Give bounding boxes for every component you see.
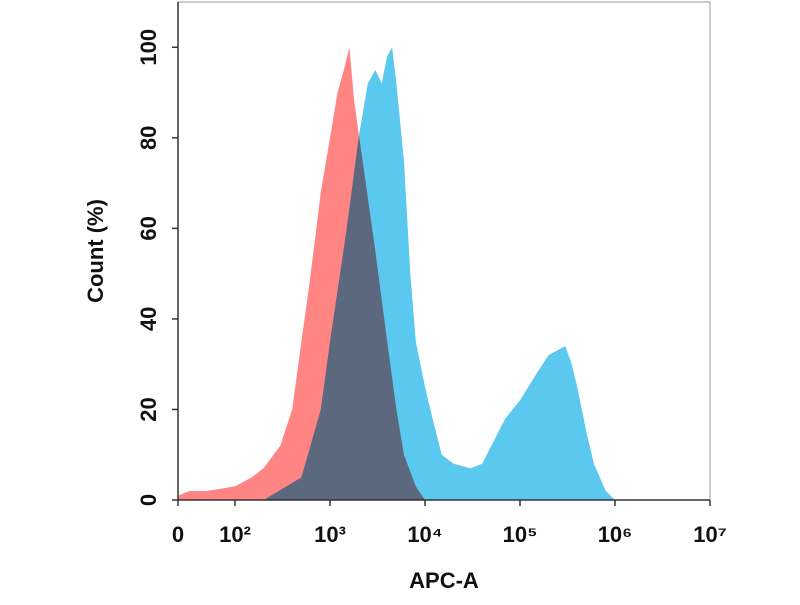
histogram-area: [178, 47, 425, 500]
x-tick-label: 10²: [219, 522, 251, 547]
y-tick-label: 60: [136, 216, 161, 240]
y-tick-label: 0: [136, 494, 161, 506]
y-axis-label: Count (%): [83, 199, 108, 303]
x-tick-label: 10⁵: [503, 522, 538, 547]
y-tick-label: 100: [136, 29, 161, 66]
x-tick-label: 10⁴: [407, 522, 442, 547]
y-tick-label: 20: [136, 397, 161, 421]
x-tick-label: 0: [172, 522, 184, 547]
x-tick-label: 10⁶: [598, 522, 633, 547]
y-tick-label: 40: [136, 307, 161, 331]
x-tick-label: 10⁷: [693, 522, 727, 547]
y-tick-label: 80: [136, 126, 161, 150]
x-tick-label: 10³: [314, 522, 346, 547]
x-axis-label: APC-A: [409, 568, 479, 593]
plot-area: [178, 47, 615, 500]
